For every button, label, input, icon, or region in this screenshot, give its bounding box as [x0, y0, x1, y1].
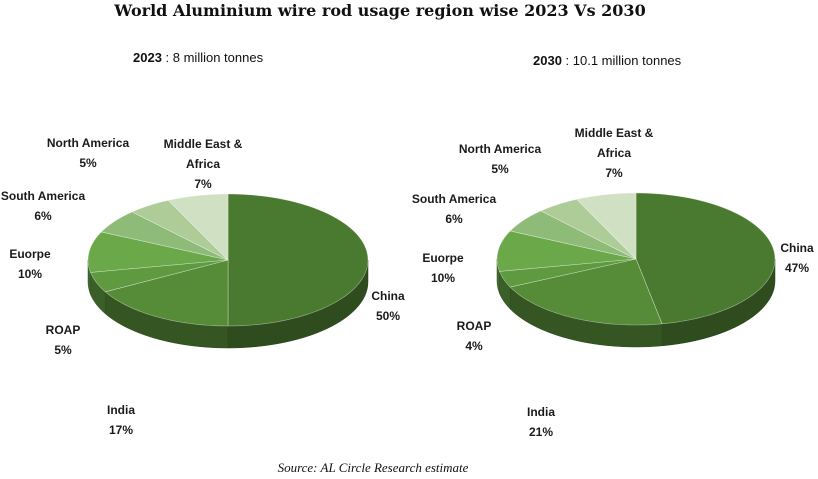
- chart-title: World Aluminium wire rod usage region wi…: [114, 1, 646, 20]
- pie-2023-subtitle: 2023 : 8 million tonnes: [133, 50, 263, 65]
- pie-2030-slice-5: [540, 198, 637, 260]
- pie-2030-label-5: North America 5%: [459, 142, 542, 176]
- pie-2030-total: : 10.1 million tonnes: [561, 53, 682, 68]
- pie-2030-year: 2030: [533, 53, 562, 68]
- pie-2023-label-6: Middle East & Africa 7%: [164, 137, 243, 191]
- pie-2030-label-0: China 47%: [780, 241, 814, 275]
- pie-2030-slice-6: [576, 192, 637, 260]
- pie-2030-slice-1: [509, 258, 663, 326]
- pie-2023-label-2: ROAP 5%: [46, 323, 81, 357]
- pie-2030-label-3: Euorpe 10%: [422, 251, 464, 285]
- pie-2023-label-3: Euorpe 10%: [9, 247, 51, 281]
- pie-2023-slice-4: [100, 211, 229, 261]
- pie-2030-label-2: ROAP 4%: [457, 319, 492, 353]
- pie-2023-slice-6: [167, 193, 229, 261]
- pie-2023: China 50% India 17% ROAP 5% Euorpe 10% South Ame…: [1, 136, 405, 437]
- pie-2023-slice-2: [90, 259, 229, 293]
- pie-2030-slice-3: [496, 230, 637, 272]
- pie-2030: China 47% India 21% ROAP 4% Euorpe 10% South Ame…: [412, 126, 814, 439]
- pie-2023-label-0: China 50%: [371, 289, 405, 323]
- pie-2030-subtitle: 2030 : 10.1 million tonnes: [533, 53, 681, 68]
- pie-2023-label-5: North America 5%: [47, 136, 130, 170]
- pie-2030-slice-2: [499, 258, 637, 288]
- pie-2023-year: 2023: [133, 50, 162, 65]
- pie-2023-label-1: India 17%: [107, 403, 135, 437]
- pie-2023-slice-5: [131, 199, 229, 261]
- pie-2030-slice-0: [635, 192, 776, 325]
- pie-2030-label-1: India 21%: [527, 405, 555, 439]
- pie-2023-slice-0: [227, 193, 369, 327]
- pie-2023-slice-1: [104, 259, 229, 327]
- pie-2023-total: : 8 million tonnes: [161, 50, 264, 65]
- pie-2030-label-6: Middle East & Africa 7%: [575, 126, 654, 180]
- pie-2023-slice-3: [87, 231, 229, 273]
- pie-2030-slice-4: [509, 210, 637, 260]
- pie-2023-label-4: South America 6%: [1, 189, 86, 223]
- source-note: Source: AL Circle Research estimate: [277, 460, 469, 475]
- pie-2030-label-4: South America 6%: [412, 192, 497, 226]
